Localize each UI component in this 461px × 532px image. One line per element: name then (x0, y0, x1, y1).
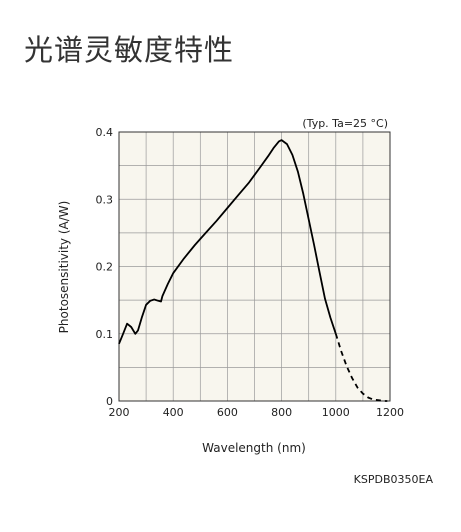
y-axis-title: Photosensitivity (A/W) (57, 201, 71, 334)
series-line-dashed (334, 333, 388, 402)
plot-frame (118, 131, 391, 402)
x-tick-labels: 200 400 600 800 1000 1200 (109, 406, 405, 419)
figure-code: KSPDB0350EA (353, 473, 433, 486)
y-tick-label: 0 (106, 395, 113, 408)
series-line-solid (118, 139, 337, 345)
data-series (118, 139, 388, 402)
x-tick-label: 400 (163, 406, 184, 419)
x-tick-label: 600 (217, 406, 238, 419)
y-tick-label: 0.4 (96, 126, 114, 139)
condition-note: (Typ. Ta=25 °C) (302, 117, 388, 130)
page-title: 光谱灵敏度特性 (24, 33, 235, 67)
grid-lines (119, 132, 390, 401)
x-tick-label: 1200 (376, 406, 404, 419)
y-tick-labels: 0 0.1 0.2 0.3 0.4 (96, 126, 114, 408)
x-axis-title: Wavelength (nm) (202, 441, 306, 455)
x-tick-label: 200 (109, 406, 130, 419)
x-tick-label: 800 (271, 406, 292, 419)
y-tick-label: 0.2 (96, 261, 114, 274)
x-tick-label: 1000 (322, 406, 350, 419)
y-tick-label: 0.3 (96, 193, 114, 206)
y-tick-label: 0.1 (96, 328, 114, 341)
plot-border (118, 131, 391, 402)
